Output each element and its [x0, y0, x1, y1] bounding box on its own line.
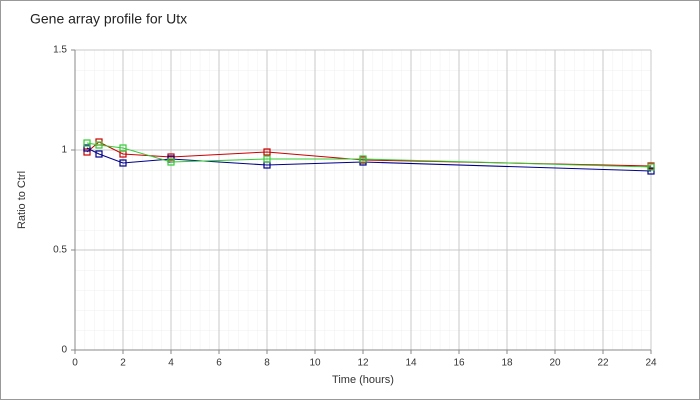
chart-title: Gene array profile for Utx — [30, 11, 187, 27]
x-tick-label: 14 — [405, 358, 417, 369]
point-marker — [167, 158, 175, 166]
point-marker — [95, 150, 103, 158]
x-tick-label: 12 — [357, 358, 369, 369]
point-marker — [263, 155, 271, 163]
x-tick-label: 6 — [216, 358, 222, 369]
x-tick-label: 4 — [168, 358, 174, 369]
point-marker — [359, 155, 367, 163]
x-tick-label: 16 — [453, 358, 465, 369]
x-tick-label: 22 — [597, 358, 609, 369]
point-marker — [119, 144, 127, 152]
point-marker — [647, 167, 655, 175]
y-tick-label: 0 — [61, 345, 67, 356]
point-marker — [83, 144, 91, 152]
x-tick-label: 24 — [645, 358, 657, 369]
series-line — [86, 142, 652, 168]
y-tick-label: 1.5 — [53, 45, 67, 56]
x-tick-label: 2 — [120, 358, 126, 369]
x-tick-label: 10 — [309, 358, 321, 369]
point-marker — [119, 159, 127, 167]
x-axis-label: Time (hours) — [332, 374, 394, 386]
x-tick-label: 8 — [264, 358, 270, 369]
y-axis-label: Ratio to Ctrl — [16, 171, 28, 229]
x-tick-label: 18 — [501, 358, 513, 369]
point-marker — [83, 139, 91, 147]
x-tick-label: 0 — [72, 358, 78, 369]
point-marker — [95, 141, 103, 149]
y-tick-label: 1 — [61, 145, 67, 156]
point-marker — [263, 148, 271, 156]
point-marker — [83, 148, 91, 156]
y-tick-label: 0.5 — [53, 245, 67, 256]
point-marker — [647, 163, 655, 171]
x-tick-label: 20 — [549, 358, 561, 369]
